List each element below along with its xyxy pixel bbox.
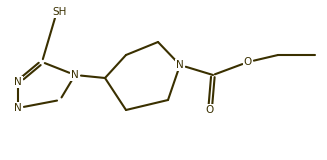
Text: O: O — [206, 105, 214, 115]
Text: O: O — [244, 57, 252, 67]
Text: N: N — [176, 60, 184, 70]
Text: N: N — [14, 103, 22, 113]
Text: N: N — [14, 77, 22, 87]
Text: SH: SH — [53, 7, 67, 17]
Text: N: N — [71, 70, 79, 80]
